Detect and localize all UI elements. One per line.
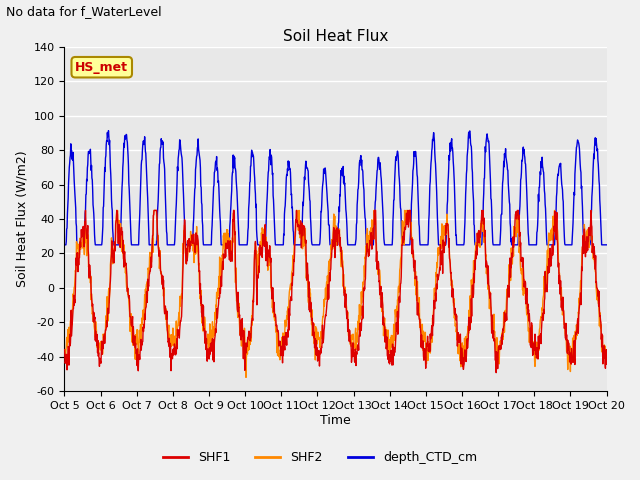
X-axis label: Time: Time <box>320 414 351 427</box>
Legend: SHF1, SHF2, depth_CTD_cm: SHF1, SHF2, depth_CTD_cm <box>158 446 482 469</box>
Y-axis label: Soil Heat Flux (W/m2): Soil Heat Flux (W/m2) <box>15 151 28 288</box>
Text: HS_met: HS_met <box>76 61 128 74</box>
Text: No data for f_WaterLevel: No data for f_WaterLevel <box>6 5 162 18</box>
Title: Soil Heat Flux: Soil Heat Flux <box>283 29 388 44</box>
